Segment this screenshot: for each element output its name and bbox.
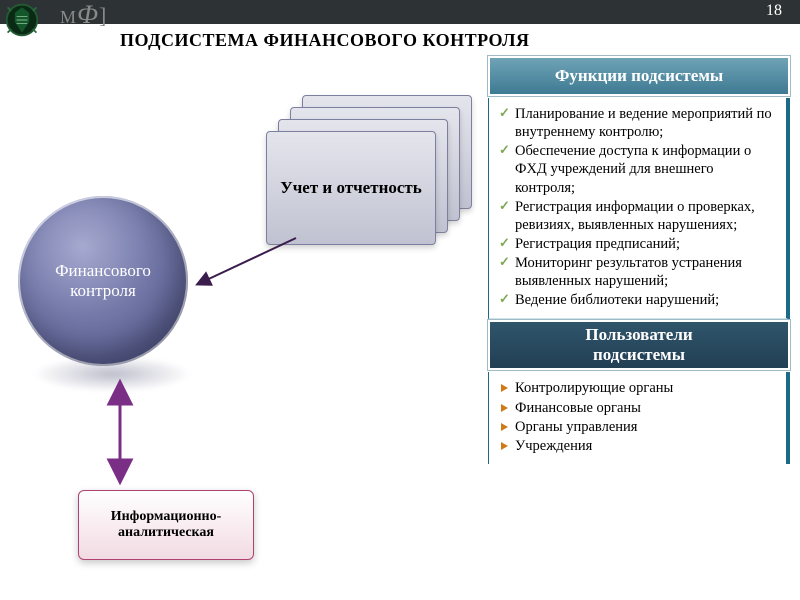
function-item: Регистрация предписаний;: [497, 235, 776, 253]
function-item: Обеспечение доступа к информации о ФХД у…: [497, 142, 776, 196]
functions-body: Планирование и ведение мероприятий по вн…: [488, 98, 790, 320]
circle-label: Финансового контроля: [30, 261, 176, 301]
functions-title: Функции подсистемы: [555, 66, 723, 86]
stack-node: Учет и отчетность: [266, 95, 476, 243]
brand-m: М: [60, 7, 76, 28]
user-item: Контролирующие органы: [497, 379, 776, 397]
infobox-label: Информационно-аналитическая: [87, 509, 245, 541]
function-item: Мониторинг результатов устранения выявле…: [497, 254, 776, 290]
function-item: Планирование и ведение мероприятий по вн…: [497, 105, 776, 141]
top-bar: [0, 0, 800, 24]
brand-bracket: ]: [99, 3, 106, 29]
function-item: Ведение библиотеки нарушений;: [497, 291, 776, 309]
users-title-l1: Пользователи: [585, 325, 692, 345]
stack-label: Учет и отчетность: [280, 178, 422, 198]
brand-label: М Ф ]: [60, 0, 106, 30]
user-item: Органы управления: [497, 418, 776, 436]
circle-shape: Финансового контроля: [18, 196, 188, 366]
page-title: ПОДСИСТЕМА ФИНАНСОВОГО КОНТРОЛЯ: [120, 30, 529, 51]
emblem-icon: [4, 2, 40, 38]
function-item: Регистрация информации о проверках, реви…: [497, 198, 776, 234]
stack-card-front: Учет и отчетность: [266, 131, 436, 245]
infobox-node: Информационно-аналитическая: [78, 490, 254, 560]
functions-header: Функции подсистемы: [488, 56, 790, 96]
user-item: Учреждения: [497, 437, 776, 455]
page-number: 18: [766, 2, 782, 20]
users-title-l2: подсистемы: [593, 345, 685, 365]
right-column: Функции подсистемы Планирование и ведени…: [488, 56, 790, 464]
users-header: Пользователи подсистемы: [488, 320, 790, 370]
brand-f: Ф: [77, 0, 98, 30]
users-body: Контролирующие органы Финансовые органы …: [488, 372, 790, 464]
circle-node: Финансового контроля: [18, 196, 198, 376]
user-item: Финансовые органы: [497, 399, 776, 417]
